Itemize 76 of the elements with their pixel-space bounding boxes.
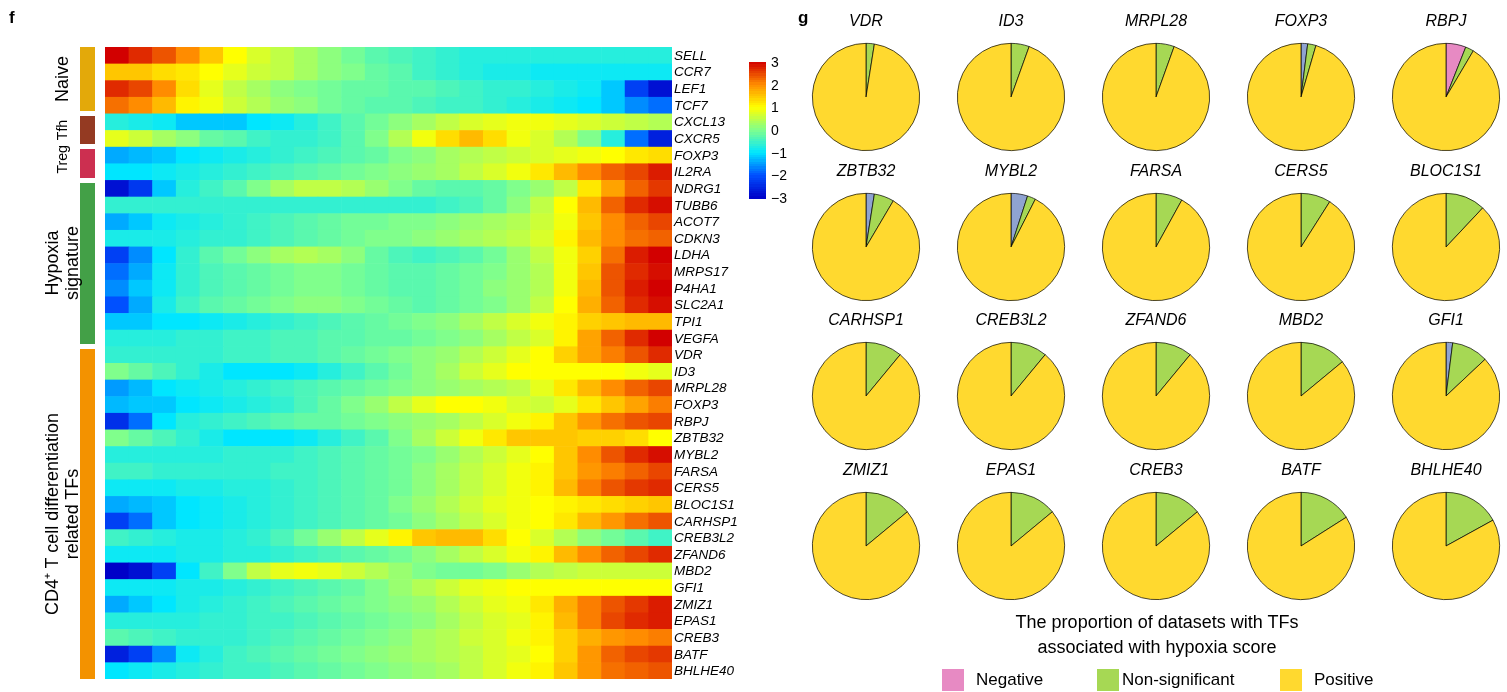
- y-tick-label: ID3: [674, 363, 696, 379]
- slice-label: CREB3: [1128, 460, 1184, 479]
- y-tick-label: GFI1: [674, 580, 705, 596]
- y-tick-label: MRPL28: [674, 380, 727, 396]
- text: f: [9, 8, 15, 28]
- y-tick-label: ZMIZ1: [674, 596, 713, 612]
- color-bar-label: −3: [771, 190, 787, 206]
- y-tick-label: FOXP3: [674, 147, 719, 163]
- color-bar-label: 1: [771, 99, 779, 116]
- y-tick-label: EPAS1: [674, 613, 717, 629]
- y-tick-label: CDKN3: [674, 230, 720, 246]
- slice-label: FOXP3: [1273, 12, 1329, 30]
- slice-label: ZFAND6: [1124, 311, 1188, 329]
- y-tick-label: BATF: [674, 646, 708, 662]
- y-tick-label: VDR: [674, 347, 703, 363]
- text: Tfh: [53, 119, 71, 141]
- y-tick-label: CREB3L2: [674, 530, 735, 546]
- text: Hypoxia signature: [42, 225, 82, 303]
- slice-label: BHLHE40: [1409, 460, 1483, 479]
- text: Naive: [52, 55, 72, 104]
- y-tick-label: NDRG1: [674, 180, 722, 196]
- slice-label: BATF: [1280, 460, 1323, 479]
- slice-label: CERS5: [1273, 161, 1329, 180]
- y-tick-label: CERS5: [674, 480, 720, 496]
- slice-label: MYBL2: [983, 161, 1039, 180]
- slice-label: ZBTB32: [835, 161, 897, 180]
- legend-label: Positive: [1314, 670, 1374, 690]
- slice-label: EPAS1: [984, 460, 1038, 479]
- text: Treg: [53, 145, 71, 174]
- y-tick-label: MYBL2: [674, 446, 719, 462]
- legend-label: Non-significant: [1122, 670, 1235, 690]
- color-bar-label: 0: [771, 122, 779, 138]
- text: g: [798, 8, 809, 28]
- y-tick-label: SELL: [674, 47, 708, 63]
- slice-label: MRPL28: [1123, 12, 1189, 30]
- y-tick-label: RBPJ: [674, 413, 709, 429]
- y-tick-label: TPI1: [674, 313, 703, 329]
- y-tick-label: CXCL13: [674, 114, 726, 130]
- slice-label: ZMIZ1: [841, 460, 891, 479]
- y-tick-label: TCF7: [674, 97, 708, 113]
- color-bar-label: −2: [771, 167, 787, 184]
- color-bar-label: 2: [771, 76, 779, 93]
- y-tick-label: BHLHE40: [674, 663, 735, 679]
- slice-label: RBPJ: [1424, 12, 1468, 30]
- y-tick-label: ACOT7: [674, 214, 720, 230]
- y-tick-label: LDHA: [674, 247, 711, 263]
- y-tick-label: CREB3: [674, 629, 720, 645]
- color-bar-label: −1: [771, 144, 787, 161]
- slice-label: FARSA: [1128, 161, 1184, 180]
- y-tick-label: MRPS17: [674, 264, 729, 280]
- y-tick-label: LEF1: [674, 81, 707, 97]
- y-tick-label: VEGFA: [674, 330, 719, 346]
- y-tick-label: FOXP3: [674, 397, 719, 413]
- y-tick-label: BLOC1S1: [674, 496, 735, 512]
- y-tick-label: P4HA1: [674, 280, 717, 296]
- y-tick-label: ZBTB32: [674, 430, 724, 446]
- y-tick-label: ZFAND6: [674, 546, 726, 562]
- y-tick-label: SLC2A1: [674, 297, 725, 313]
- slice-label: ID3: [997, 12, 1025, 30]
- y-tick-label: CXCR5: [674, 130, 720, 146]
- y-tick-label: CARHSP1: [674, 513, 738, 529]
- y-tick-label: IL2RA: [674, 164, 712, 180]
- legend-label: Negative: [976, 670, 1044, 690]
- y-tick-label: TUBB6: [674, 197, 718, 213]
- slice-label: BLOC1S1: [1408, 161, 1483, 180]
- slice-label: CREB3L2: [974, 311, 1048, 329]
- y-tick-label: FARSA: [674, 463, 719, 479]
- text: CD4⁺ T cell differentiation related TFs: [42, 411, 82, 617]
- slice-label: MBD2: [1277, 311, 1325, 329]
- y-tick-label: CCR7: [674, 64, 711, 80]
- text: The proportion of datasets with TFs associated with hypoxia score: [1014, 611, 1300, 659]
- y-tick-label: MBD2: [674, 563, 712, 579]
- slice-label: VDR: [849, 12, 883, 29]
- slice-label: CARHSP1: [827, 311, 905, 329]
- color-bar-label: 3: [771, 54, 779, 70]
- slice-label: GFI1: [1427, 311, 1465, 329]
